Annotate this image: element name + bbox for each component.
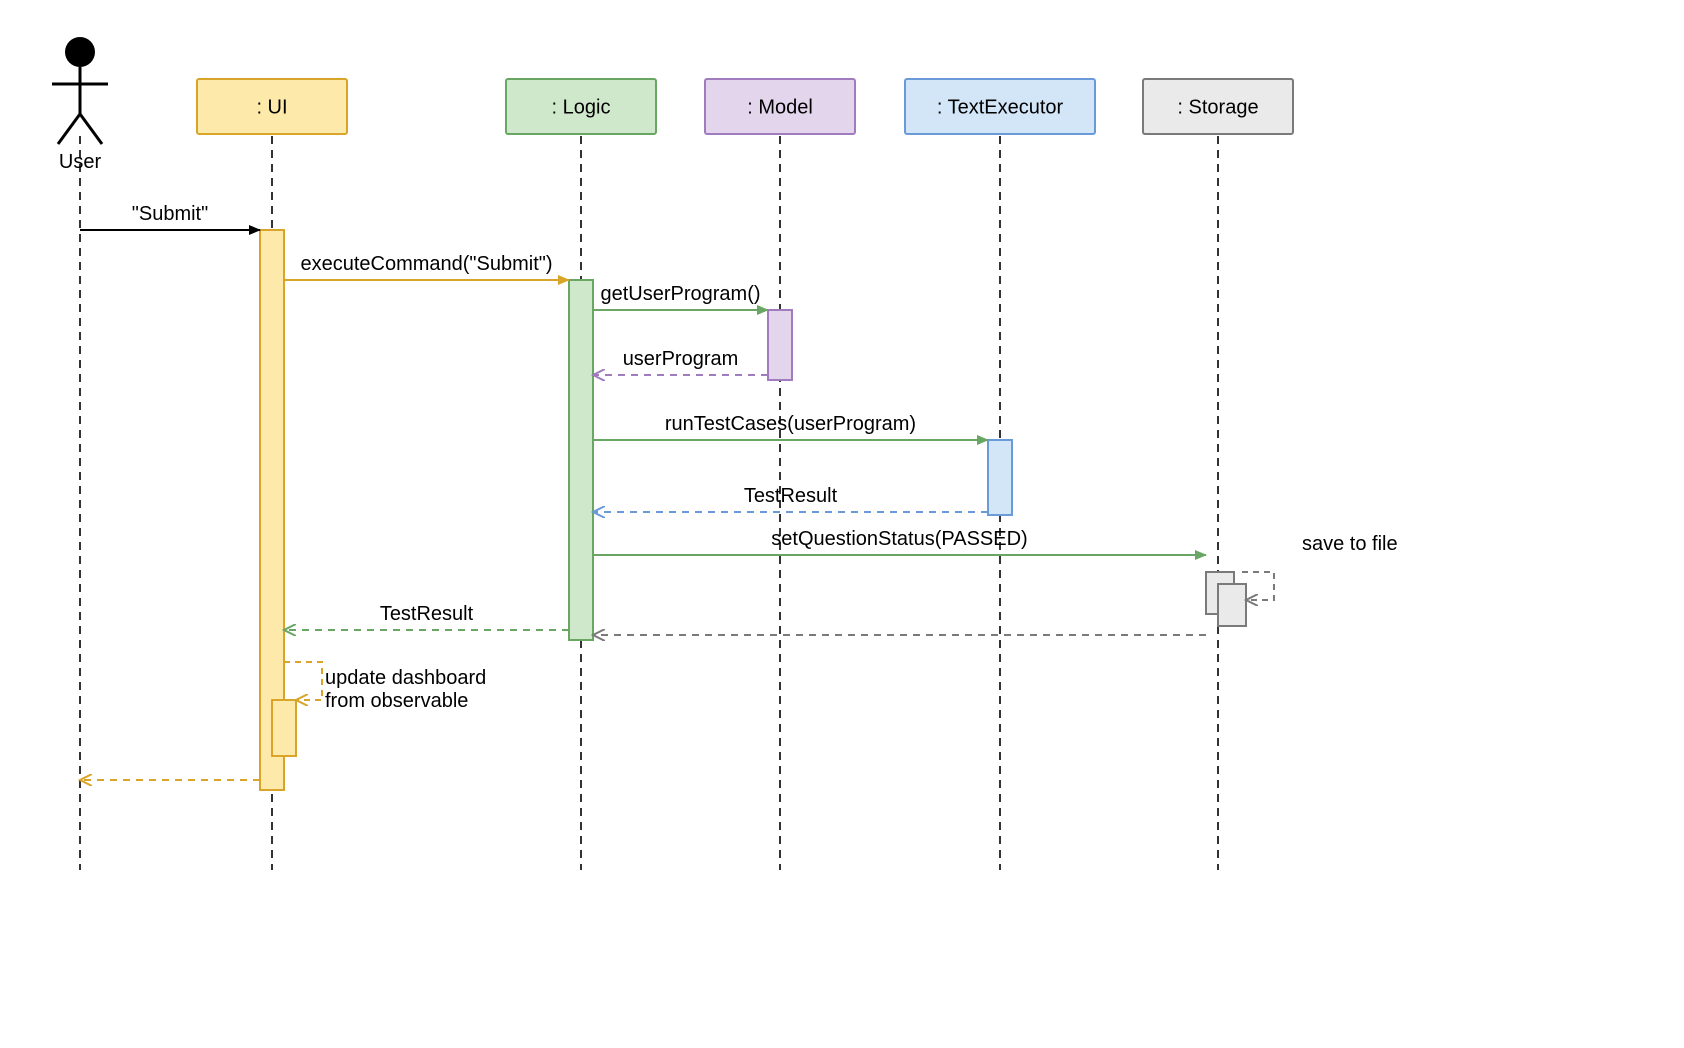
m-testresult2-label: TestResult	[380, 603, 474, 625]
m-userprog-label: userProgram	[623, 348, 739, 370]
actor-user-label: User	[59, 151, 102, 173]
m-runtests-label: runTestCases(userProgram)	[665, 413, 916, 435]
m-testresult1-label: TestResult	[744, 485, 838, 507]
update-dashboard	[284, 662, 322, 700]
save-to-file-label: save to file	[1302, 533, 1398, 555]
sequence-diagram: User : UI : Logic : Model : TextExecutor : St…	[0, 0, 1684, 1048]
actor-user: User	[52, 37, 108, 173]
m-getuserprog-label: getUserProgram()	[600, 283, 760, 305]
act-ui-sub	[272, 700, 296, 756]
m-setqstatus-label: setQuestionStatus(PASSED)	[771, 528, 1027, 550]
head-store-label: : Storage	[1177, 97, 1258, 119]
act-logic	[569, 280, 593, 640]
head-tex-label: : TextExecutor	[937, 97, 1064, 119]
act-tex	[988, 440, 1012, 515]
head-logic-label: : Logic	[552, 97, 611, 119]
head-ui-label: : UI	[256, 97, 287, 119]
update-dashboard-label-2: from observable	[325, 690, 468, 712]
act-model	[768, 310, 792, 380]
update-dashboard-label-1: update dashboard	[325, 667, 486, 689]
m-execute-label: executeCommand("Submit")	[300, 253, 552, 275]
head-model-label: : Model	[747, 97, 813, 119]
storage-note-front	[1218, 584, 1246, 626]
m-submit-label: "Submit"	[132, 203, 208, 225]
